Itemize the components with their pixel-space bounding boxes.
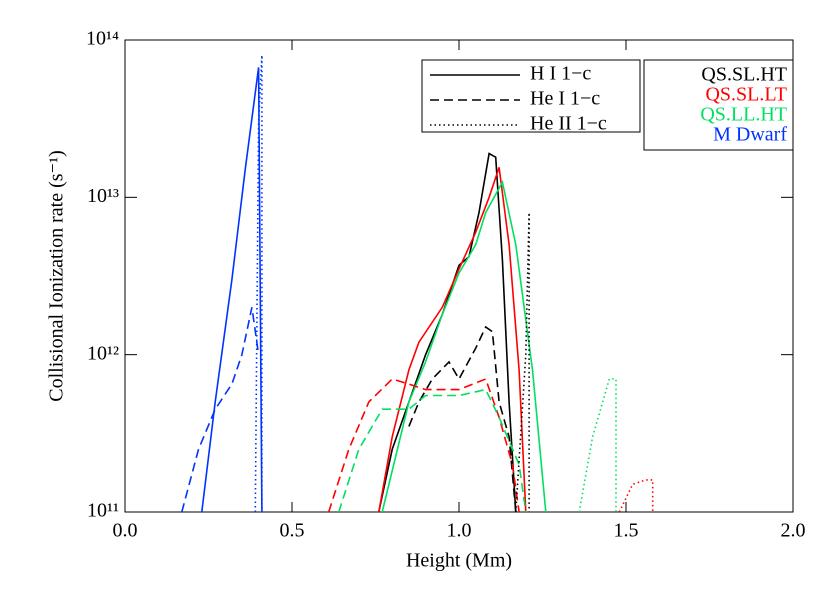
- legend-label: QS.LL.HT: [700, 104, 787, 126]
- y-tick-label: 10¹²: [87, 342, 119, 364]
- series-line: [181, 307, 260, 512]
- series-line: [327, 377, 520, 512]
- legend-label: H I 1−c: [530, 63, 591, 85]
- series-line: [408, 325, 517, 512]
- series-line: [578, 378, 617, 512]
- plot-lines: [181, 55, 654, 512]
- legend-label: QS.SL.HT: [701, 64, 787, 86]
- series-line: [201, 67, 263, 512]
- y-axis-title: Collisional Ionization rate (s⁻¹): [46, 150, 68, 402]
- x-tick-label: 0.5: [280, 520, 305, 542]
- series-line: [618, 479, 654, 512]
- x-tick-label: 1.5: [614, 520, 639, 542]
- style-legend-box: [421, 59, 641, 133]
- x-tick-label: 0.0: [113, 520, 138, 542]
- legend-label: QS.SL.LT: [705, 84, 787, 106]
- x-axis-title: Height (Mm): [406, 550, 512, 572]
- x-tick-label: 2.0: [781, 520, 806, 542]
- model-legend-box: [643, 59, 794, 151]
- series-line: [378, 167, 527, 512]
- legend-label: He I 1−c: [530, 88, 600, 110]
- legend-label: He II 1−c: [530, 113, 607, 135]
- x-tick-label: 1.0: [447, 520, 472, 542]
- legend-label: M Dwarf: [713, 124, 787, 146]
- series-line: [338, 388, 527, 512]
- y-tick-label: 10¹⁴: [86, 28, 119, 50]
- series-line: [378, 152, 517, 512]
- series-line: [381, 179, 547, 512]
- y-tick-label: 10¹³: [87, 185, 119, 207]
- series-line: [254, 55, 263, 512]
- y-tick-label: 10¹¹: [87, 500, 119, 522]
